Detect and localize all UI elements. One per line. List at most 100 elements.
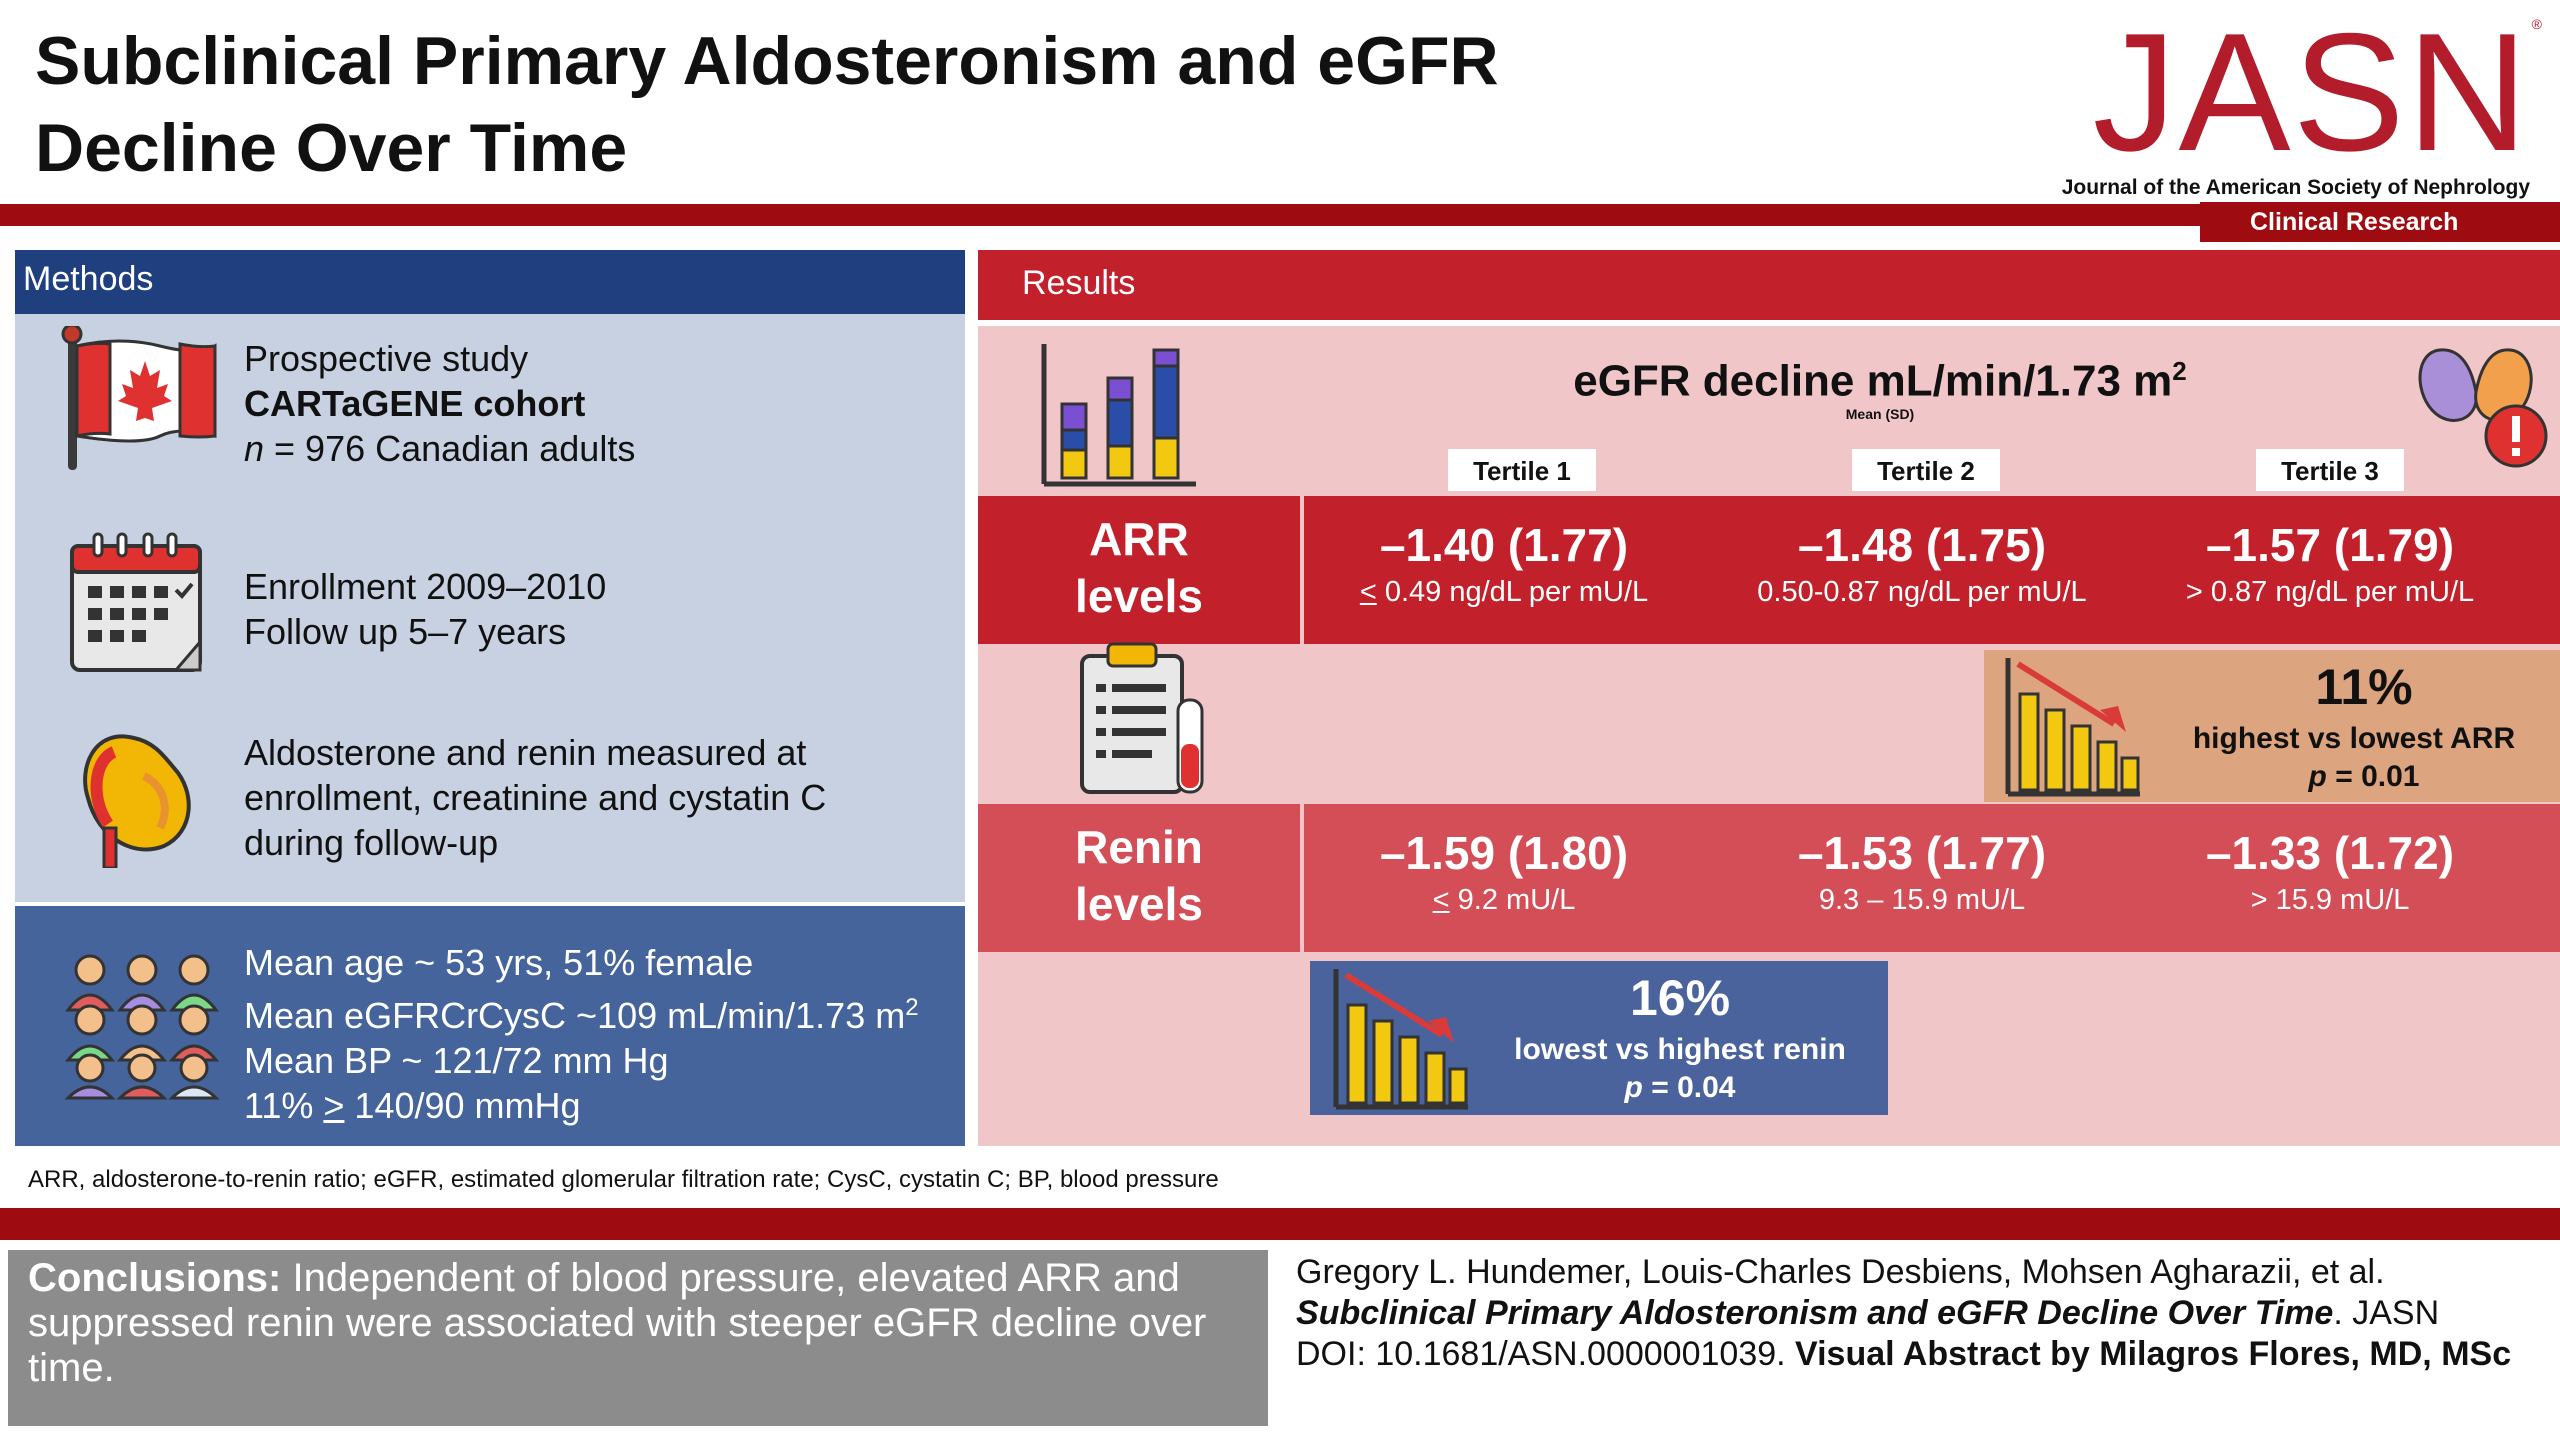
citation: Gregory L. Hundemer, Louis-Charles Desbi… [1296,1252,2536,1375]
arr-finding-box: 11% highest vs lowest ARR p = 0.01 [1984,650,2560,802]
sample-size-text: = 976 Canadian adults [264,428,636,469]
arr-tertile-1-value: –1.40 (1.77) [1379,519,1629,571]
renin-tertile-3-value: –1.33 (1.72) [2205,827,2455,879]
citation-journal: . JASN [2333,1294,2440,1332]
declining-bars-icon [1333,969,1468,1110]
arr-tertile-2-range: 0.50-0.87 ng/dL per mU/L [1757,576,2087,608]
egfr-subtitle: Mean (SD) [1845,406,1915,422]
renin-tertile-3-range: > 15.9 mU/L [2250,884,2410,916]
bar-chart-icon [1041,344,1196,487]
logo-subtitle: Journal of the American Society of Nephr… [2061,176,2530,199]
bottom-divider-bar [0,1208,2560,1240]
clipboard-test-icon [1080,642,1204,794]
people-group-icon [64,954,220,1100]
declining-bars-icon [2005,658,2140,797]
arr-p-label: p [2308,760,2327,793]
renin-p-label: p [1624,1071,1643,1104]
arr-tertile-1-range: < 0.49 ng/dL per mU/L [1304,576,1704,609]
conclusions-box: Conclusions: Independent of blood pressu… [8,1250,1268,1426]
enrollment-period: Enrollment 2009–2010 [244,566,607,607]
citation-title-line: Subclinical Primary Aldosteronism and eG… [1296,1293,2536,1334]
egfr-title: eGFR decline mL/min/1.73 m2 [1500,356,2260,407]
cohort-name: CARTaGENE cohort [244,383,586,424]
renin-finding-text: lowest vs highest renin [1514,1033,1846,1066]
arr-tertile-3-range: > 0.87 ng/dL per mU/L [2185,576,2475,608]
arr-range-1-text: 0.49 ng/dL per mU/L [1376,576,1649,608]
renin-label-line-1: Renin [1075,821,1203,873]
arr-finding-p: p = 0.01 [2184,760,2544,794]
hypertension-op: > [323,1085,345,1126]
measures-line-2: enrollment, creatinine and cystatin C [244,777,827,818]
measures-description: Aldosterone and renin measured at enroll… [244,730,826,865]
sample-size: n = 976 Canadian adults [244,426,635,471]
arr-tertile-2-value: –1.48 (1.75) [1797,519,2047,571]
mean-egfr: Mean eGFRCrCysC ~109 mL/min/1.73 m2 [244,985,919,1038]
logo-registered-mark: ® [2531,16,2542,32]
methods-header: Methods [15,250,965,314]
demographics-text: Mean age ~ 53 yrs, 51% female Mean eGFRC… [244,940,919,1128]
citation-authors: Gregory L. Hundemer, Louis-Charles Desbi… [1296,1253,2385,1291]
renin-row-label: Renin levels [978,804,1300,952]
renin-tertile-2-value: –1.53 (1.77) [1797,827,2047,879]
kidney-warning-icon [2418,348,2548,468]
arr-finding-percent: 11% [2315,659,2413,715]
arr-tertile-3-cell: –1.57 (1.79) > 0.87 ng/dL per mU/L [2130,496,2530,609]
arr-tertile-2-cell: –1.48 (1.75) 0.50-0.87 ng/dL per mU/L [1722,496,2122,609]
canada-flag-icon [61,326,217,470]
citation-doi: DOI: 10.1681/ASN.0000001039. [1296,1335,1796,1373]
sample-size-n: n [244,428,265,469]
hypertension-threshold: 140/90 mmHg [344,1085,581,1126]
jasn-logo: JASN ® Journal of the American Society o… [2030,0,2542,199]
mean-age: Mean age ~ 53 yrs, 51% female [244,942,754,983]
renin-finding-percent: 16% [1629,970,1731,1026]
arr-row-values: –1.40 (1.77) < 0.49 ng/dL per mU/L –1.48… [1304,496,2560,644]
citation-doi-line: DOI: 10.1681/ASN.0000001039. Visual Abst… [1296,1334,2536,1375]
top-divider-bar [0,204,2560,226]
renin-p-value: = 0.04 [1642,1071,1736,1104]
study-description: Prospective study CARTaGENE cohort n = 9… [244,336,635,471]
renin-tertile-1-range: < 9.2 mU/L [1304,884,1704,917]
renin-row-values: –1.59 (1.80) < 9.2 mU/L –1.53 (1.77) 9.3… [1304,804,2560,952]
tertile-3-label: Tertile 3 [2256,449,2404,491]
kidney-icon [83,734,191,868]
arr-row-label: ARR levels [978,496,1300,644]
section-label: Clinical Research [2200,202,2560,242]
citation-credit: Visual Abstract by Milagros Flores, MD, … [1795,1335,2512,1373]
tertile-2-label: Tertile 2 [1852,449,2000,491]
renin-tertile-2-cell: –1.53 (1.77) 9.3 – 15.9 mU/L [1722,804,2122,917]
arr-tertile-1-cell: –1.40 (1.77) < 0.49 ng/dL per mU/L [1304,496,1704,609]
logo-wordmark: JASN [2092,0,2530,186]
arr-range-1-op: < [1359,576,1377,608]
renin-tertile-2-range: 9.3 – 15.9 mU/L [1818,884,2026,916]
title-line-1: Subclinical Primary Aldosteronism and eG… [35,23,1499,99]
renin-label-line-2: levels [1075,878,1203,930]
egfr-title-text: eGFR decline mL/min/1.73 m [1573,356,2173,406]
follow-up-period: Follow up 5–7 years [244,611,567,652]
abbreviations-footnote: ARR, aldosterone-to-renin ratio; eGFR, e… [28,1166,1219,1193]
hypertension-pct: 11% [244,1085,324,1126]
calendar-icon [70,532,202,672]
demographics-panel [15,906,965,1146]
enrollment-description: Enrollment 2009–2010 Follow up 5–7 years [244,564,606,654]
arr-p-value: = 0.01 [2326,760,2420,793]
study-type: Prospective study [244,338,529,379]
renin-tertile-3-cell: –1.33 (1.72) > 15.9 mU/L [2130,804,2530,917]
renin-range-1-op: < [1432,884,1450,916]
mean-egfr-sup: 2 [905,994,919,1021]
renin-tertile-1-cell: –1.59 (1.80) < 9.2 mU/L [1304,804,1704,917]
hypertension-share: 11% > 140/90 mmHg [244,1083,919,1128]
renin-range-1-text: 9.2 mU/L [1449,884,1576,916]
measures-line-3: during follow-up [244,822,499,863]
arr-tertile-3-value: –1.57 (1.79) [2205,519,2455,571]
arr-finding-text: highest vs lowest ARR [2192,722,2516,755]
conclusions-text: Independent of blood pressure, elevated … [28,1256,1207,1390]
mean-egfr-text: Mean eGFRCrCysC ~109 mL/min/1.73 m [244,995,906,1036]
results-header: Results [978,250,2560,320]
renin-tertile-1-value: –1.59 (1.80) [1379,827,1629,879]
tertile-1-label: Tertile 1 [1448,449,1596,491]
renin-finding-p: p = 0.04 [1490,1071,1870,1105]
arr-label-line-2: levels [1075,570,1203,622]
measures-line-1: Aldosterone and renin measured at [244,732,807,773]
title-line-2: Decline Over Time [35,110,628,187]
page-title: Subclinical Primary Aldosteronism and eG… [35,18,1635,192]
